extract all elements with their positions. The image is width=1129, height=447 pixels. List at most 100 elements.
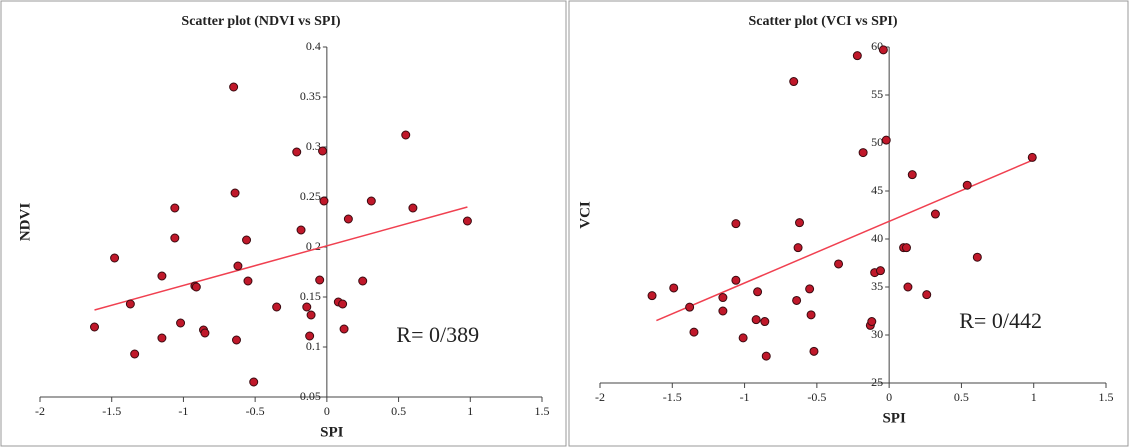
point — [306, 310, 316, 320]
point — [962, 180, 972, 190]
point — [319, 196, 329, 206]
point — [200, 328, 210, 338]
point — [901, 243, 911, 253]
point — [809, 346, 819, 356]
point — [647, 291, 657, 301]
x-tick-label: 1 — [467, 404, 473, 418]
x-axis-label: SPI — [320, 424, 344, 440]
point — [1027, 152, 1037, 162]
point — [292, 147, 302, 157]
x-tick-label: 0.5 — [391, 404, 406, 418]
point — [343, 214, 353, 224]
point — [669, 283, 679, 293]
point — [903, 282, 913, 292]
x-tick-label: -1.5 — [663, 390, 682, 404]
point — [401, 130, 411, 140]
x-tick-label: 0.5 — [954, 390, 969, 404]
point — [731, 275, 741, 285]
trend-line — [656, 159, 1033, 322]
point — [685, 302, 695, 312]
point — [90, 322, 100, 332]
point — [125, 299, 135, 309]
point — [191, 282, 201, 292]
point — [233, 261, 243, 271]
point — [242, 235, 252, 245]
y-tick-label: 0.35 — [300, 89, 321, 103]
point — [315, 275, 325, 285]
point — [760, 317, 770, 327]
point — [170, 233, 180, 243]
y-tick-label: 0.05 — [300, 389, 321, 403]
point — [157, 271, 167, 281]
point — [907, 170, 917, 180]
point — [858, 148, 868, 158]
point — [878, 45, 888, 55]
y-tick-label: 0.25 — [300, 189, 321, 203]
point — [318, 146, 328, 156]
y-tick-label: 45 — [871, 183, 883, 197]
point — [366, 196, 376, 206]
point — [230, 188, 240, 198]
y-tick-label: 35 — [871, 279, 883, 293]
x-tick-label: -1.5 — [102, 404, 121, 418]
point — [718, 306, 728, 316]
point — [795, 218, 805, 228]
point — [339, 324, 349, 334]
x-tick-label: -0.5 — [807, 390, 826, 404]
point — [761, 351, 771, 361]
point — [922, 290, 932, 300]
point — [249, 377, 259, 387]
point — [852, 51, 862, 61]
point — [338, 299, 348, 309]
point — [170, 203, 180, 213]
annotation: R= 0/389 — [396, 322, 479, 347]
point — [130, 349, 140, 359]
point — [972, 252, 982, 262]
point — [229, 82, 239, 92]
x-tick-label: -2 — [595, 390, 605, 404]
point — [408, 203, 418, 213]
point — [462, 216, 472, 226]
x-tick-label: 0 — [886, 390, 892, 404]
point — [305, 331, 315, 341]
point — [867, 317, 877, 327]
point — [753, 287, 763, 297]
point — [231, 335, 241, 345]
point — [792, 295, 802, 305]
point — [157, 333, 167, 343]
x-tick-label: -1 — [178, 404, 188, 418]
x-tick-label: 0 — [324, 404, 330, 418]
annotation: R= 0/442 — [959, 308, 1042, 333]
point — [272, 302, 282, 312]
chart-title: Scatter plot (VCI vs SPI) — [748, 14, 897, 29]
point — [110, 253, 120, 263]
x-tick-label: 1 — [1031, 390, 1037, 404]
point — [296, 225, 306, 235]
y-tick-label: 55 — [871, 87, 883, 101]
x-tick-label: -0.5 — [246, 404, 265, 418]
chart-title: Scatter plot (NDVI vs SPI) — [181, 14, 341, 29]
point — [302, 302, 312, 312]
point — [751, 315, 761, 325]
point — [875, 266, 885, 276]
y-tick-label: 50 — [871, 135, 883, 149]
y-tick-label: 0.4 — [306, 39, 321, 53]
y-tick-label: 0.1 — [306, 339, 321, 353]
panel-frame — [0, 0, 567, 447]
x-axis-label: SPI — [882, 410, 906, 426]
x-tick-label: -2 — [35, 404, 45, 418]
point — [789, 77, 799, 87]
point — [806, 310, 816, 320]
point — [930, 209, 940, 219]
point — [738, 333, 748, 343]
point — [358, 276, 368, 286]
panel-frame — [568, 0, 1129, 447]
y-tick-label: 0.3 — [306, 139, 321, 153]
point — [881, 135, 891, 145]
x-tick-label: 1.5 — [535, 404, 550, 418]
trend-line — [94, 206, 468, 311]
y-tick-label: 30 — [871, 327, 883, 341]
point — [805, 284, 815, 294]
point — [689, 327, 699, 337]
